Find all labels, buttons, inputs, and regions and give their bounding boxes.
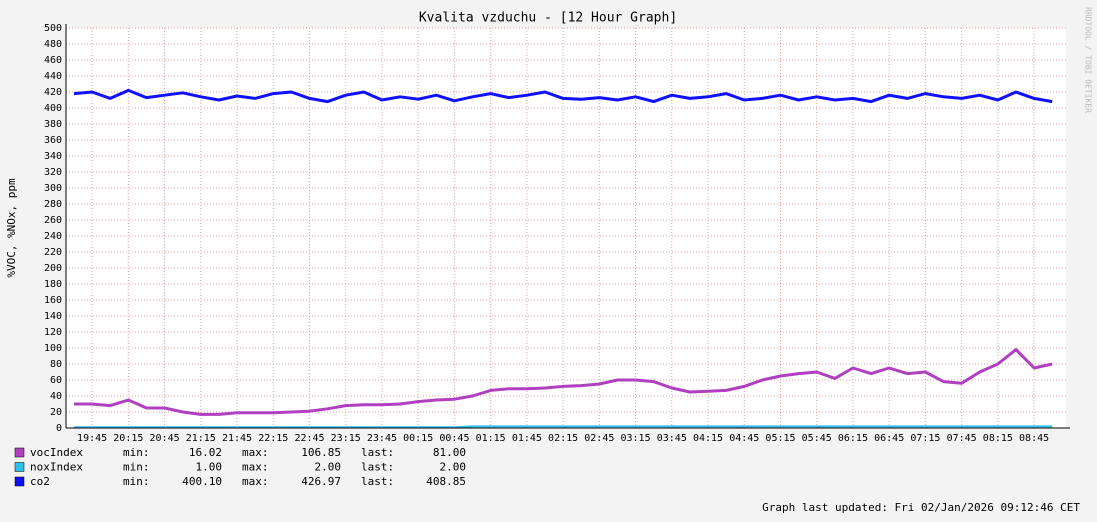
y-tick-label: 0 [56,423,62,434]
stat-label: min: [123,475,150,488]
y-tick-label: 140 [44,311,62,322]
stat-value: 408.85 [426,475,466,488]
y-tick-label: 180 [44,279,62,290]
y-tick-label: 360 [44,135,62,146]
x-tick-label: 02:15 [548,433,578,444]
legend-swatch [14,476,25,487]
stat-value: 426.97 [301,475,341,488]
x-tick-label: 20:45 [150,433,180,444]
x-tick-label: 05:15 [765,433,795,444]
x-tick-label: 21:15 [186,433,216,444]
y-axis-label: %VOC, %NOx, ppm [5,178,18,278]
y-tick-label: 100 [44,343,62,354]
y-tick-label: 480 [44,39,62,50]
x-tick-label: 04:15 [693,433,723,444]
y-tick-label: 260 [44,215,62,226]
footer: Graph last updated: Fri 02/Jan/2026 09:1… [762,501,1080,514]
legend-label: vocIndex [30,446,83,459]
x-tick-label: 00:45 [439,433,469,444]
y-tick-label: 280 [44,199,62,210]
x-tick-label: 04:45 [729,433,759,444]
x-tick-label: 07:15 [910,433,940,444]
y-tick-label: 40 [50,391,62,402]
x-tick-label: 19:45 [77,433,107,444]
lines [73,88,1053,429]
legend-label: co2 [30,475,50,488]
stat-label: min: [123,461,150,474]
legend: vocIndex min: 16.02 max: 106.85 last: 81.00 nox… [14,446,467,488]
x-tick-label: 20:15 [113,433,143,444]
y-tick-label: 340 [44,151,62,162]
stat-value: 2.00 [315,461,342,474]
stat-label: min: [123,446,150,459]
y-tick-label: 460 [44,55,62,66]
stat-value: 106.85 [301,446,341,459]
y-tick-label: 400 [44,103,62,114]
x-tick-label: 01:45 [512,433,542,444]
plot-area [66,28,1066,428]
y-tick-label: 80 [50,359,62,370]
x-tick-label: 03:45 [657,433,687,444]
y-tick-label: 240 [44,231,62,242]
stat-label: last: [361,461,394,474]
x-tick-label: 02:45 [584,433,614,444]
x-tick-label: 06:45 [874,433,904,444]
series-line [74,425,1053,429]
y-tick-label: 300 [44,183,62,194]
y-tick-label: 320 [44,167,62,178]
y-tick-label: 120 [44,327,62,338]
stat-value: 400.10 [182,475,222,488]
y-tick-label: 380 [44,119,62,130]
stat-label: max: [242,475,269,488]
x-tick-label: 08:45 [1019,433,1049,444]
series-line [73,88,1053,104]
x-tick-label: 03:15 [621,433,651,444]
y-tick-label: 220 [44,247,62,258]
x-tick-label: 05:45 [802,433,832,444]
y-tick-label: 200 [44,263,62,274]
x-tick-label: 23:15 [331,433,361,444]
stat-value: 1.00 [196,461,223,474]
x-tick-label: 01:15 [476,433,506,444]
stat-value: 81.00 [433,446,466,459]
legend-swatch [14,462,25,472]
legend-label: noxIndex [30,461,83,474]
y-tick-label: 60 [50,375,62,386]
x-tick-label: 22:15 [258,433,288,444]
x-tick-label: 06:15 [838,433,868,444]
x-tick-label: 23:45 [367,433,397,444]
stat-label: last: [361,446,394,459]
stat-label: max: [242,446,269,459]
y-tick-label: 420 [44,87,62,98]
y-tick-label: 500 [44,23,62,34]
y-tick-label: 160 [44,295,62,306]
y-tick-label: 20 [50,407,62,418]
stat-value: 16.02 [189,446,222,459]
stat-label: max: [242,461,269,474]
x-tick-label: 08:15 [983,433,1013,444]
watermark: RRDTOOL / TOBI OETIKER [1084,7,1093,113]
x-tick-label: 21:45 [222,433,252,444]
legend-swatch [14,447,25,458]
y-tick-label: 440 [44,71,62,82]
x-tick-label: 22:45 [294,433,324,444]
chart-title: Kvalita vzduchu - [12 Hour Graph] [419,11,677,26]
stat-label: last: [361,475,394,488]
series-line [74,348,1053,416]
x-tick-label: 07:45 [947,433,977,444]
stat-value: 2.00 [440,461,467,474]
x-tick-label: 00:15 [403,433,433,444]
